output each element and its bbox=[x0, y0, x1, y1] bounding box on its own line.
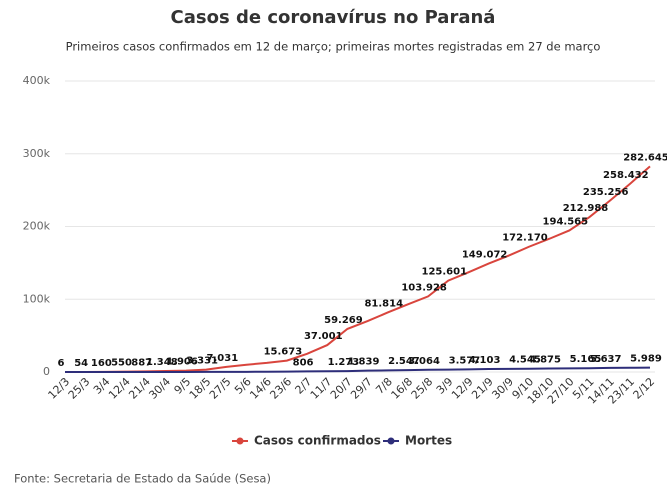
legend-marker bbox=[387, 437, 395, 445]
x-tick-label: 20/7 bbox=[328, 375, 355, 402]
series-line bbox=[64, 165, 651, 373]
data-label: 54 bbox=[74, 358, 88, 369]
data-label: 2.547 bbox=[388, 356, 420, 367]
data-label: 212.988 bbox=[563, 203, 609, 214]
source: Fonte: Secretaria de Estado da Saúde (Se… bbox=[14, 472, 271, 486]
series-line bbox=[64, 366, 651, 373]
x-tick-label: 27/5 bbox=[207, 375, 234, 402]
x-tick-label: 18/5 bbox=[187, 375, 214, 402]
legend-label: Casos confirmados bbox=[254, 434, 381, 448]
x-tick-label: 2/12 bbox=[631, 375, 658, 402]
x-tick-label: 12/4 bbox=[106, 375, 133, 402]
x-tick-label: 14/6 bbox=[247, 375, 274, 402]
data-label: 4.103 bbox=[469, 355, 501, 366]
data-label: 4.875 bbox=[529, 354, 561, 365]
data-label: 5.989 bbox=[630, 354, 662, 365]
data-label: 125.601 bbox=[422, 267, 468, 278]
data-label: 550 bbox=[111, 358, 132, 369]
legend-marker bbox=[236, 437, 244, 445]
y-tick-label: 200k bbox=[23, 220, 51, 233]
x-tick-label: 21/4 bbox=[126, 375, 153, 402]
data-label: 258.432 bbox=[603, 170, 649, 181]
data-label: 1.273 bbox=[328, 357, 360, 368]
x-tick-label: 25/8 bbox=[409, 375, 436, 402]
data-label: 235.256 bbox=[583, 187, 629, 198]
data-label: 1.906 bbox=[166, 357, 198, 368]
data-label: 806 bbox=[293, 357, 314, 368]
x-tick-label: 12/9 bbox=[449, 375, 476, 402]
data-label: 194.565 bbox=[543, 216, 589, 227]
y-tick-label: 300k bbox=[23, 147, 51, 160]
data-label: 149.072 bbox=[462, 250, 508, 261]
y-tick-label: 0 bbox=[43, 365, 50, 378]
data-label: 5.165 bbox=[570, 354, 602, 365]
x-tick-label: 23/6 bbox=[267, 375, 294, 402]
data-label: 1.348 bbox=[146, 357, 178, 368]
data-label: 81.814 bbox=[364, 298, 403, 309]
x-tick-label: 25/3 bbox=[66, 375, 93, 402]
data-label: 6 bbox=[58, 358, 65, 369]
data-label: 282.645 bbox=[623, 152, 667, 163]
y-tick-label: 400k bbox=[23, 74, 51, 87]
legend-label: Mortes bbox=[405, 434, 452, 448]
data-label: 172.170 bbox=[502, 233, 548, 244]
chart-title: Casos de coronavírus no Paraná bbox=[171, 7, 496, 28]
x-tick-label: 11/7 bbox=[308, 375, 335, 402]
x-tick-label: 30/9 bbox=[489, 375, 516, 402]
data-label: 3.064 bbox=[408, 356, 440, 367]
data-label: 160 bbox=[91, 358, 112, 369]
data-label: 3.577 bbox=[449, 355, 481, 366]
data-label: 59.269 bbox=[324, 315, 363, 326]
data-label: 1.839 bbox=[348, 357, 380, 368]
data-label: 15.673 bbox=[264, 347, 303, 358]
x-tick-label: 16/8 bbox=[389, 375, 416, 402]
x-tick-label: 29/7 bbox=[348, 375, 375, 402]
x-tick-label: 30/4 bbox=[146, 375, 173, 402]
data-label: 887 bbox=[131, 357, 152, 368]
x-tick-label: 21/9 bbox=[469, 375, 496, 402]
x-tick-label: 12/3 bbox=[46, 375, 73, 402]
data-label: 103.928 bbox=[401, 282, 447, 293]
y-tick-label: 100k bbox=[23, 292, 51, 305]
data-label: 4.545 bbox=[509, 355, 541, 366]
chart-subtitle: Primeiros casos confirmados em 12 de mar… bbox=[66, 40, 601, 54]
data-label: 3.331 bbox=[186, 356, 218, 367]
data-label: 7.031 bbox=[207, 353, 239, 364]
data-label: 37.001 bbox=[304, 331, 343, 342]
data-label: 5.637 bbox=[590, 354, 622, 365]
